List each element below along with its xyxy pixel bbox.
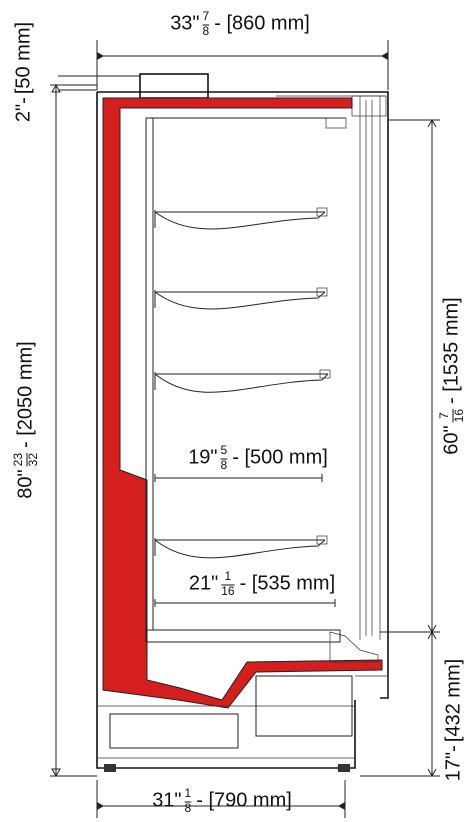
numerator: 7 <box>437 412 451 419</box>
inches: 31" <box>152 789 181 811</box>
dimension-label: 17"- [432 mm] <box>442 659 464 781</box>
dimension-label: 31" 18 - [790 mm] <box>152 786 292 815</box>
body-outline-left <box>96 92 356 769</box>
dimension-lines <box>50 40 440 818</box>
label-inner: 31" 18 - [790 mm] <box>152 786 292 815</box>
shelves <box>154 207 331 559</box>
base-front <box>355 675 389 698</box>
denominator: 16 <box>452 409 466 423</box>
denominator: 8 <box>203 24 210 38</box>
foot <box>104 764 116 772</box>
denominator: 8 <box>221 458 228 472</box>
top-box <box>139 73 209 99</box>
body-outline <box>97 91 389 699</box>
dimension-labels: 33" 78- [860 mm]2"-[50 mm]80"23 32- [2050 … <box>11 9 466 815</box>
label-inner: 21" 116 - [535 mm] <box>189 569 335 598</box>
metric: - [500 mm] <box>232 446 328 468</box>
front-grille <box>329 631 379 663</box>
inches: 17"- <box>442 745 464 781</box>
denominator: 32 <box>26 453 40 467</box>
numerator: 5 <box>221 443 228 457</box>
dimension-label: 2"- [50 mm] <box>12 22 34 122</box>
denominator: 8 <box>185 801 192 815</box>
denominator: 16 <box>221 584 235 598</box>
metric: - [860 mm] <box>214 12 310 34</box>
numerator: 7 <box>203 9 210 23</box>
numerator: 23 <box>11 453 25 467</box>
metric: [432 mm] <box>442 659 464 742</box>
label-inner: 60" 7 16 - [1535 mm] <box>437 297 466 454</box>
dimension-label: 60" 7 16 - [1535 mm] <box>437 297 466 454</box>
metric: - [1535 mm] <box>440 297 462 404</box>
light <box>325 117 347 129</box>
foot <box>338 764 350 772</box>
label-inner: 33" 78 - [860 mm] <box>170 9 310 38</box>
numerator: 1 <box>225 569 232 583</box>
inches: 60" <box>440 425 462 454</box>
deck <box>145 629 341 643</box>
inches: 19" <box>188 446 217 468</box>
metric: - [790 mm] <box>196 789 292 811</box>
cabinet <box>96 73 389 772</box>
label-inner: 19" 58 - [500 mm] <box>188 443 328 472</box>
base-panel <box>109 713 239 749</box>
dimension-label: 21" 116 - [535 mm] <box>189 569 335 598</box>
dimension-label: 80" 23 32 - [2050 mm] <box>11 341 40 498</box>
dimension-label: 33" 78 - [860 mm] <box>170 9 310 38</box>
numerator: 1 <box>185 786 192 800</box>
metric: - [2050 mm] <box>14 341 36 448</box>
inches: 80" <box>14 469 36 498</box>
metric: [50 mm] <box>12 22 34 94</box>
inches: 21" <box>189 572 218 594</box>
door-frame <box>276 95 385 640</box>
dimension-label: 19" 58 - [500 mm] <box>188 443 328 472</box>
inches: 2"- <box>12 97 34 122</box>
label-inner: 17"- [432 mm] <box>442 659 464 781</box>
metric: - [535 mm] <box>240 572 336 594</box>
door-top <box>351 95 387 117</box>
back-wall <box>145 117 345 630</box>
insulation <box>102 97 383 709</box>
label-inner: 2"- [50 mm] <box>12 22 34 122</box>
label-inner: 80" 23 32 - [2050 mm] <box>11 341 40 498</box>
base-lines <box>97 705 355 759</box>
inches: 33" <box>170 12 199 34</box>
